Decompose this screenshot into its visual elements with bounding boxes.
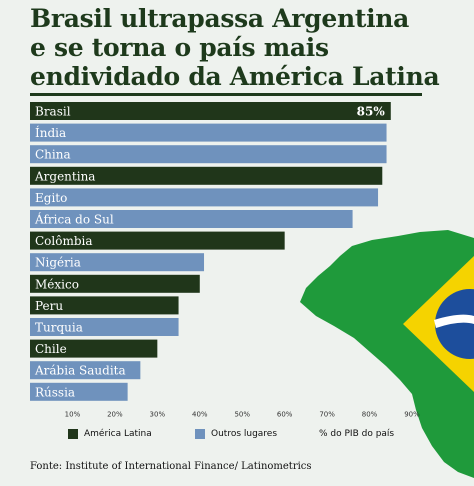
legend-item-other: Outros lugares (195, 429, 277, 439)
title-line: Brasil ultrapassa Argentina (30, 4, 410, 33)
bar-peru (30, 296, 179, 315)
brazil-map-shape (300, 230, 474, 478)
bar-label-arabia-saudita: Arábia Saudita (34, 364, 126, 378)
x-tick-label: 10% (65, 410, 81, 418)
source-note: Fonte: Institute of International Financ… (30, 461, 312, 472)
brazil-flag-globe (435, 289, 474, 359)
bar-label-india: Índia (35, 125, 66, 140)
legend-label-latin-america: América Latina (84, 429, 152, 439)
bar-label-africa-do-sul: África do Sul (34, 212, 114, 227)
bar-group: Brasil 85% Índia China Argentina Egito África … (30, 102, 391, 401)
legend-item-unit: % do PIB do país (319, 429, 394, 439)
bar-russia (30, 382, 128, 401)
x-tick-label: 60% (277, 410, 293, 418)
legend-label-other: Outros lugares (211, 429, 278, 439)
x-tick-label: 40% (192, 410, 208, 418)
bar-label-turquia: Turquia (35, 321, 83, 335)
bar-argentina (30, 166, 383, 185)
bar-label-china: China (35, 148, 71, 162)
bar-colombia (30, 231, 285, 250)
bar-nigeria (30, 253, 205, 272)
bar-label-peru: Peru (35, 299, 63, 313)
x-tick-label: 50% (234, 410, 250, 418)
x-tick-label: 70% (319, 410, 335, 418)
bar-chile (30, 339, 158, 358)
legend-swatch-latin-america (68, 429, 78, 439)
chart-legend: América Latina Outros lugares % do PIB d… (68, 429, 428, 445)
data-label-brasil: 85% (357, 105, 386, 119)
bar-label-egito: Egito (35, 191, 67, 205)
title-line: endividado da América Latina (30, 62, 440, 91)
title-line: e se torna o país mais (30, 33, 329, 62)
bar-mexico (30, 274, 200, 293)
legend-unit-label: % do PIB do país (319, 429, 395, 439)
bar-turquia (30, 318, 179, 336)
bar-brasil (30, 102, 391, 120)
bar-egito (30, 188, 379, 207)
bar-label-colombia: Colômbia (35, 234, 93, 248)
legend-swatch-other (195, 429, 205, 439)
bar-china (30, 145, 387, 164)
bar-label-argentina: Argentina (34, 169, 95, 183)
bar-label-nigeria: Nigéria (35, 256, 81, 270)
brazil-flag-band (434, 314, 474, 328)
bar-label-russia: Rússia (35, 385, 75, 399)
x-tick-label: 30% (150, 410, 166, 418)
x-axis-ticks: 10% 20% 30% 40% 50% 60% 70% 80% 90% (65, 410, 420, 418)
bar-arabia-saudita (30, 361, 141, 380)
x-tick-label: 20% (107, 410, 123, 418)
bar-india (30, 123, 387, 142)
bar-label-brasil: Brasil (35, 105, 71, 119)
x-tick-label: 80% (362, 410, 378, 418)
chart-title: Brasil ultrapassa Argentina e se torna o… (30, 4, 470, 91)
bar-label-mexico: México (35, 277, 79, 291)
bar-label-chile: Chile (35, 342, 67, 356)
legend-item-latin-america: América Latina (68, 429, 152, 439)
title-rule (30, 93, 422, 96)
bar-africa-do-sul (30, 210, 353, 228)
x-tick-label: 90% (404, 410, 420, 418)
